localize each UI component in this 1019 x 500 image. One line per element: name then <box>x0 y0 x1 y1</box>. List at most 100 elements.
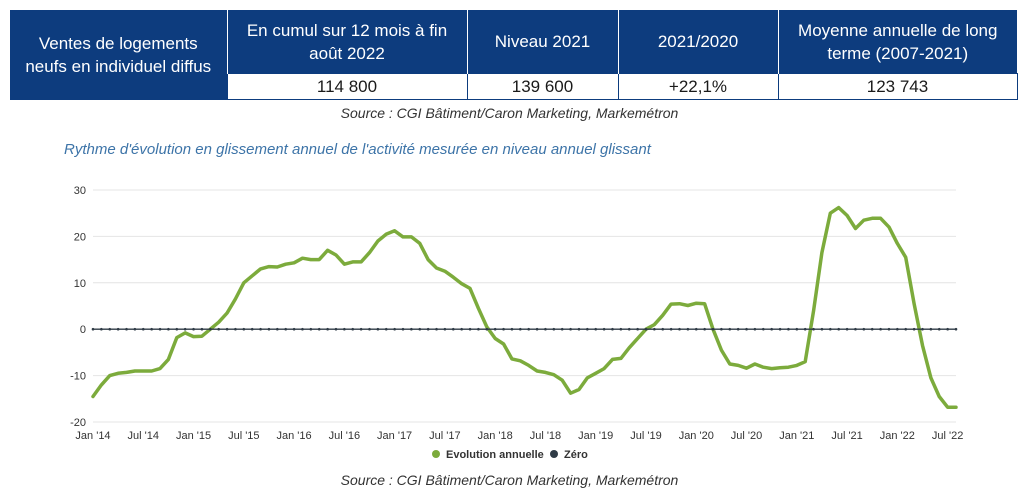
evolution-point <box>159 367 161 370</box>
header-2021-2020: 2021/2020 <box>617 10 778 74</box>
y-tick-label: 0 <box>80 324 86 336</box>
evolution-point <box>896 242 899 245</box>
zero-point <box>896 327 899 331</box>
evolution-point <box>259 268 262 270</box>
zero-point <box>460 327 463 331</box>
x-tick-label: Jan '19 <box>578 430 613 442</box>
zero-point <box>133 327 137 331</box>
zero-point <box>125 327 128 331</box>
zero-point <box>795 327 799 331</box>
evolution-point <box>695 302 698 305</box>
zero-point <box>242 327 246 331</box>
evolution-point <box>553 373 555 376</box>
zero-point <box>778 327 782 331</box>
zero-point <box>619 327 623 331</box>
zero-point <box>787 327 790 331</box>
evolution-point <box>620 357 622 360</box>
evolution-point <box>754 363 756 365</box>
evolution-point <box>276 266 279 268</box>
zero-point <box>435 327 438 331</box>
evolution-point <box>837 206 840 209</box>
evolution-point <box>544 371 547 374</box>
evolution-point <box>150 370 153 372</box>
zero-point <box>334 327 338 331</box>
zero-point <box>761 327 765 331</box>
x-tick-label: Jul '16 <box>329 430 360 442</box>
evolution-point <box>653 323 656 326</box>
x-tick-label: Jan '15 <box>176 430 211 442</box>
zero-point <box>829 327 832 331</box>
evolution-point <box>904 256 907 259</box>
zero-point <box>552 327 556 331</box>
evolution-point <box>469 287 471 290</box>
header-niveau-2021: Niveau 2021 <box>466 10 618 74</box>
value-niveau-2021: 139 600 <box>466 73 619 100</box>
zero-point <box>678 327 681 331</box>
evolution-point <box>586 377 589 379</box>
zero-point <box>309 327 313 331</box>
zero-point <box>535 327 539 331</box>
zero-point <box>468 327 472 331</box>
zero-point <box>502 327 505 331</box>
x-tick-label: Jul '22 <box>932 430 963 442</box>
evolution-point <box>351 261 354 263</box>
evolution-point <box>251 275 253 277</box>
evolution-point <box>435 267 438 269</box>
evolution-point <box>494 337 496 340</box>
evolution-point <box>485 326 488 328</box>
source-bottom: Source : CGI Bâtiment/Caron Marketing, M… <box>340 472 679 488</box>
evolution-point <box>720 349 723 351</box>
evolution-point <box>234 298 237 300</box>
x-tick-label: Jul '17 <box>429 430 460 442</box>
zero-point <box>586 327 589 331</box>
evolution-point <box>108 374 111 377</box>
evolution-point <box>393 230 396 232</box>
zero-point <box>276 327 279 331</box>
evolution-point <box>955 406 957 408</box>
evolution-point <box>821 251 823 254</box>
zero-point <box>569 327 572 331</box>
evolution-point <box>678 302 681 305</box>
evolution-point <box>946 406 949 408</box>
evolution-point <box>410 236 413 238</box>
zero-point <box>100 327 103 331</box>
evolution-point <box>611 358 614 361</box>
evolution-point <box>360 261 362 263</box>
zero-point <box>728 327 732 331</box>
evolution-point <box>92 395 94 398</box>
legend-label: Zéro <box>564 449 588 461</box>
value-cumul: 114 800 <box>226 73 468 100</box>
zero-point <box>837 327 840 331</box>
x-tick-label: Jan '21 <box>779 430 814 442</box>
evolution-point <box>863 219 865 221</box>
evolution-point <box>846 214 848 217</box>
evolution-point <box>284 263 287 266</box>
evolution-point <box>502 343 505 345</box>
zero-point <box>644 327 648 331</box>
zero-point <box>351 327 355 331</box>
evolution-point <box>762 366 765 369</box>
evolution-point <box>888 226 890 228</box>
zero-point <box>753 327 757 331</box>
evolution-point <box>628 346 631 349</box>
evolution-point <box>636 337 639 340</box>
evolution-point <box>670 303 672 305</box>
zero-point <box>745 327 748 331</box>
evolution-point <box>737 364 739 367</box>
table-header-row: Ventes de logements neufs en individuel … <box>10 10 1017 100</box>
evolution-point <box>452 276 455 279</box>
evolution-point <box>167 358 170 361</box>
legend-marker <box>550 450 558 458</box>
evolution-point <box>125 371 128 374</box>
zero-point <box>870 327 874 331</box>
zero-point <box>904 327 908 331</box>
evolution-point <box>192 335 195 338</box>
zero-point <box>820 327 824 331</box>
x-tick-label: Jul '15 <box>228 430 259 442</box>
table-corner-label: Ventes de logements neufs en individuel … <box>10 10 227 100</box>
zero-point <box>627 327 631 331</box>
zero-point <box>175 327 179 331</box>
evolution-point <box>779 366 781 369</box>
x-tick-label: Jan '16 <box>277 430 312 442</box>
chart-subtitle: Rythme d'évolution en glissement annuel … <box>64 141 651 158</box>
